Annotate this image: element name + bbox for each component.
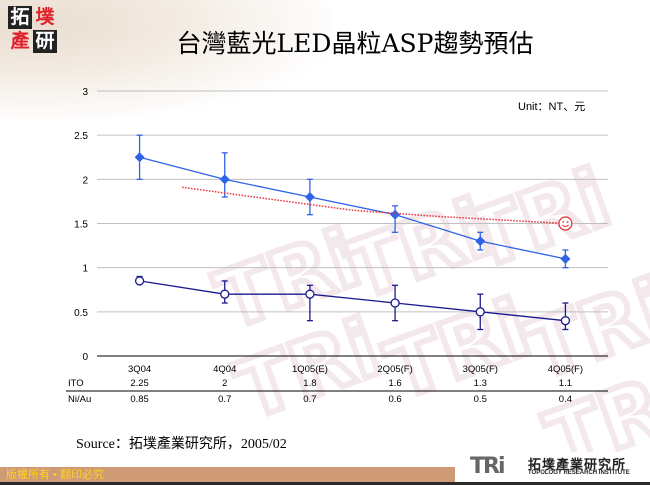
brand-panel xyxy=(455,452,650,482)
diamond-marker xyxy=(560,253,571,264)
table-cell: 0.85 xyxy=(130,394,149,405)
x-category-label: 3Q05(F) xyxy=(463,364,498,375)
source-note: Source：拓墣產業研究所，2005/02 xyxy=(76,437,287,452)
data-table: 3Q04 4Q04 1Q05(E) 2Q05(F) 3Q05(F) 4Q05(F) ITO 2… xyxy=(66,364,608,405)
y-tick-label: 1 xyxy=(82,264,88,275)
y-tick-label: 1.5 xyxy=(74,220,88,231)
circle-marker xyxy=(305,289,315,299)
x-category-label: 4Q04 xyxy=(213,364,236,375)
unit-label: Unit：NT、元 xyxy=(518,101,586,113)
smiley-face-icon xyxy=(558,216,573,231)
x-category-label: 4Q05(F) xyxy=(548,364,583,375)
chart-gridlines xyxy=(97,90,608,357)
y-tick-label: 2 xyxy=(82,175,88,186)
table-cell: 0.7 xyxy=(218,394,231,405)
logo-char: 墣 xyxy=(35,6,55,28)
logo-char: 研 xyxy=(33,30,57,53)
map-background xyxy=(0,0,330,120)
table-cell: 1.8 xyxy=(303,378,316,389)
table-cell: 0.6 xyxy=(388,394,401,405)
x-category-label: 1Q05(E) xyxy=(292,364,328,375)
x-category-label: 2Q05(F) xyxy=(377,364,412,375)
chart-series xyxy=(134,134,573,331)
y-tick-label: 0.5 xyxy=(74,308,88,319)
table-cell: 0.7 xyxy=(303,394,316,405)
table-row-label: ITO xyxy=(68,378,84,389)
circle-marker xyxy=(475,307,485,317)
tri-logo-text: TRi xyxy=(470,454,505,479)
table-cell: 0.4 xyxy=(559,394,572,405)
table-cell: 2 xyxy=(222,378,227,389)
diamond-marker xyxy=(390,209,401,220)
trend-dotted-line xyxy=(182,186,566,225)
footer-divider xyxy=(0,482,650,485)
series-ito xyxy=(134,134,571,269)
diamond-marker xyxy=(304,192,315,202)
table-cell: 0.5 xyxy=(474,394,487,405)
circle-marker xyxy=(220,289,230,299)
brand-name-cn: 拓墣產業研究所 xyxy=(528,457,627,472)
series-niau xyxy=(134,275,571,331)
y-tick-label: 3 xyxy=(82,87,88,98)
y-tick-label: 2.5 xyxy=(74,131,88,142)
series-line xyxy=(139,280,566,322)
tri-logo-icon: TRi xyxy=(470,454,505,479)
diamond-marker xyxy=(134,152,145,163)
table-cell: 2.25 xyxy=(130,378,149,389)
table-cell: 1.1 xyxy=(559,378,572,389)
series-line xyxy=(139,156,566,260)
x-category-label: 3Q04 xyxy=(128,364,151,375)
y-axis-ticks: 0 0.5 1 1.5 2 2.5 3 xyxy=(74,87,88,363)
circle-marker xyxy=(134,276,145,286)
y-tick-label: 0 xyxy=(82,352,88,363)
table-row-label: Ni/Au xyxy=(68,394,91,405)
logo: 拓 墣 產 研 xyxy=(8,6,60,56)
circle-marker xyxy=(560,316,571,326)
diamond-marker xyxy=(219,174,230,185)
logo-char: 產 xyxy=(10,30,30,52)
table-cell: 1.3 xyxy=(474,378,487,389)
copyright-text: 版權所有 • 翻印必究 xyxy=(6,469,104,481)
logo-char: 拓 xyxy=(8,6,32,29)
table-cell: 1.6 xyxy=(388,378,401,389)
brand-name-en: TOPOLOGY RESEARCH INSTITUTE xyxy=(528,470,630,476)
circle-marker xyxy=(390,298,400,308)
diamond-marker xyxy=(475,236,486,247)
slide-title: 台灣藍光LED晶粒ASP趨勢預估 xyxy=(176,29,534,58)
